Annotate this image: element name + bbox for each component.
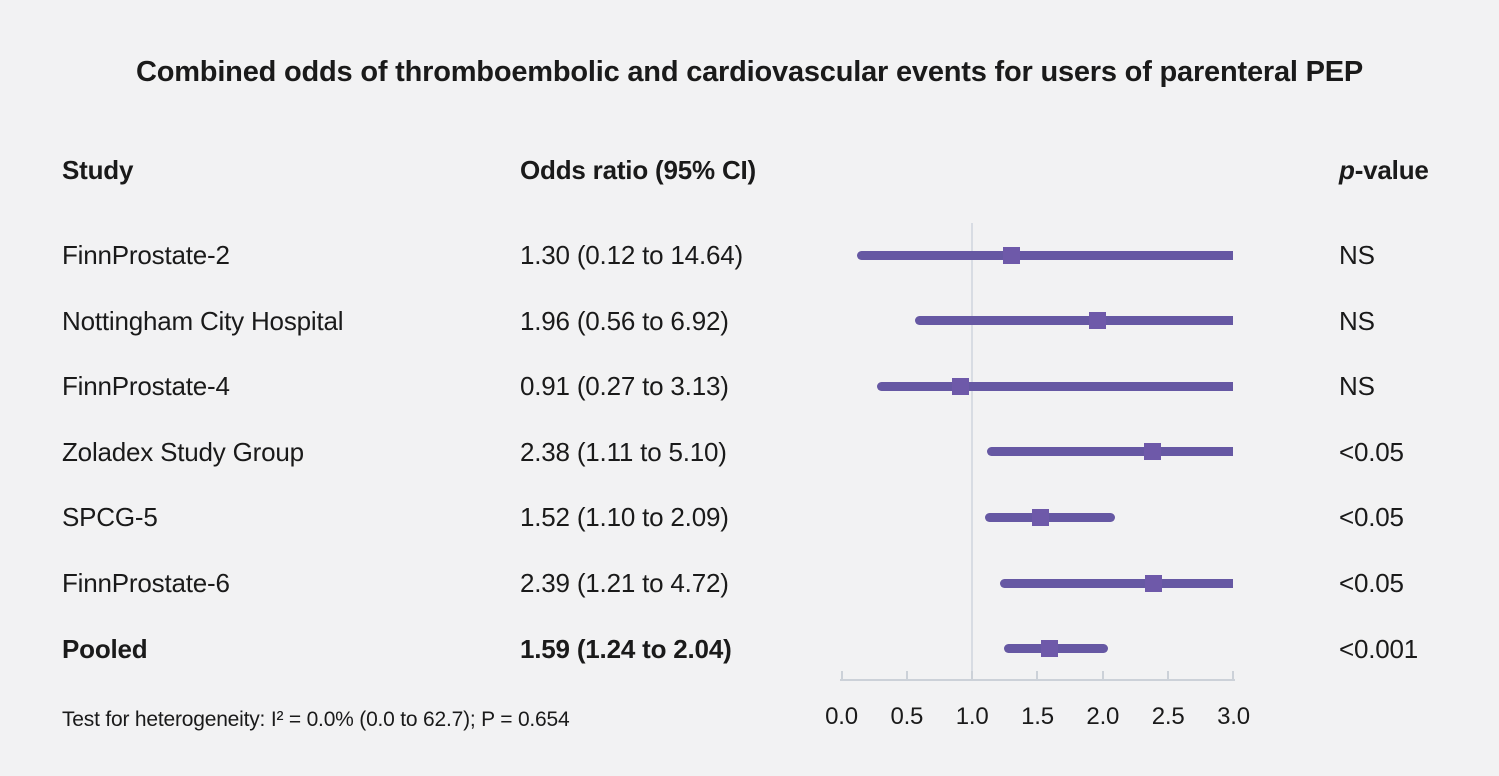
or-marker — [1031, 508, 1049, 526]
or-ci-label: 1.96 (0.56 to 6.92) — [520, 305, 729, 336]
p-value-label: <0.05 — [1339, 502, 1404, 533]
ci-line — [857, 250, 1234, 260]
column-header-study: Study — [62, 155, 134, 185]
or-marker — [1040, 640, 1058, 658]
p-value-label: <0.05 — [1339, 568, 1404, 598]
or-marker — [1145, 574, 1163, 592]
p-value-label: <0.05 — [1339, 436, 1404, 467]
p-value-header-rest: -value — [1354, 155, 1429, 185]
ci-line — [914, 316, 1234, 326]
p-value-label: NS — [1339, 371, 1375, 402]
axis-tick-label: 0.0 — [825, 703, 858, 730]
axis-tick-label: 3.0 — [1217, 703, 1250, 730]
axis-tick — [1167, 671, 1170, 680]
or-ci-label: 2.38 (1.11 to 5.10) — [520, 436, 727, 467]
study-label: Nottingham City Hospital — [62, 305, 344, 336]
or-ci-label: 2.39 (1.21 to 4.72) — [520, 568, 729, 598]
x-axis-baseline — [839, 679, 1236, 681]
or-ci-label: 1.30 (0.12 to 14.64) — [520, 240, 743, 270]
or-marker — [1002, 246, 1020, 264]
study-label: SPCG-5 — [62, 502, 158, 533]
chart-title: Combined odds of thromboembolic and card… — [135, 56, 1364, 88]
axis-tick — [905, 671, 908, 680]
or-marker — [951, 377, 969, 395]
axis-tick — [840, 671, 843, 680]
study-label: FinnProstate-4 — [62, 371, 230, 402]
column-header-odds-ratio: Odds ratio (95% CI) — [520, 155, 757, 185]
study-label: Zoladex Study Group — [62, 436, 304, 467]
ci-line — [985, 512, 1115, 522]
ci-line — [986, 447, 1234, 457]
or-marker — [1143, 443, 1161, 461]
or-ci-label: 1.52 (1.10 to 2.09) — [520, 502, 729, 533]
axis-tick — [971, 671, 974, 680]
ci-line — [999, 578, 1234, 588]
or-ci-label: 1.59 (1.24 to 2.04) — [520, 633, 732, 664]
study-label: FinnProstate-6 — [62, 568, 230, 598]
axis-tick — [1101, 671, 1104, 680]
column-header-p-value: p-value — [1339, 154, 1429, 186]
axis-tick-label: 1.5 — [1021, 703, 1054, 730]
axis-tick-label: 0.5 — [890, 703, 924, 730]
axis-tick-label: 1.0 — [955, 703, 989, 730]
axis-tick — [1036, 671, 1039, 680]
ci-line — [876, 381, 1234, 391]
study-label: Pooled — [62, 633, 148, 664]
p-value-label: NS — [1339, 240, 1375, 270]
or-marker — [1089, 312, 1107, 330]
axis-tick-label: 2.0 — [1086, 703, 1120, 730]
study-label: FinnProstate-2 — [62, 240, 230, 270]
reference-line — [971, 223, 974, 680]
or-ci-label: 0.91 (0.27 to 3.13) — [520, 371, 729, 402]
p-value-label: NS — [1339, 305, 1375, 336]
p-value-label: <0.001 — [1339, 633, 1419, 664]
axis-tick — [1232, 671, 1235, 680]
heterogeneity-note: Test for heterogeneity: I² = 0.0% (0.0 t… — [62, 708, 570, 731]
axis-tick-label: 2.5 — [1151, 703, 1185, 730]
p-value-header-italic: p — [1339, 155, 1355, 185]
